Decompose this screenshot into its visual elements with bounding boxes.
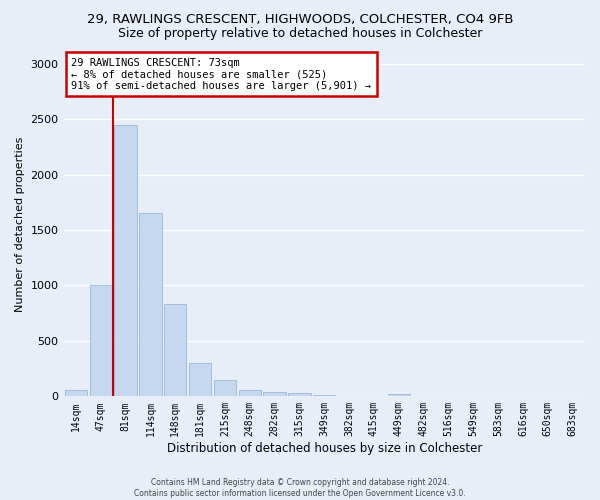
Bar — [288, 393, 311, 396]
Bar — [139, 214, 161, 396]
Text: 29 RAWLINGS CRESCENT: 73sqm
← 8% of detached houses are smaller (525)
91% of sem: 29 RAWLINGS CRESCENT: 73sqm ← 8% of deta… — [71, 58, 371, 91]
Text: 29, RAWLINGS CRESCENT, HIGHWOODS, COLCHESTER, CO4 9FB: 29, RAWLINGS CRESCENT, HIGHWOODS, COLCHE… — [87, 12, 513, 26]
Bar — [388, 394, 410, 396]
Text: Contains HM Land Registry data © Crown copyright and database right 2024.
Contai: Contains HM Land Registry data © Crown c… — [134, 478, 466, 498]
Bar — [263, 392, 286, 396]
Bar — [164, 304, 187, 396]
Bar — [115, 124, 137, 396]
Bar — [189, 363, 211, 396]
Bar — [214, 380, 236, 396]
Bar — [89, 286, 112, 397]
Bar — [65, 390, 87, 396]
Y-axis label: Number of detached properties: Number of detached properties — [15, 136, 25, 312]
Bar — [239, 390, 261, 396]
X-axis label: Distribution of detached houses by size in Colchester: Distribution of detached houses by size … — [167, 442, 482, 455]
Text: Size of property relative to detached houses in Colchester: Size of property relative to detached ho… — [118, 28, 482, 40]
Bar — [313, 394, 335, 396]
